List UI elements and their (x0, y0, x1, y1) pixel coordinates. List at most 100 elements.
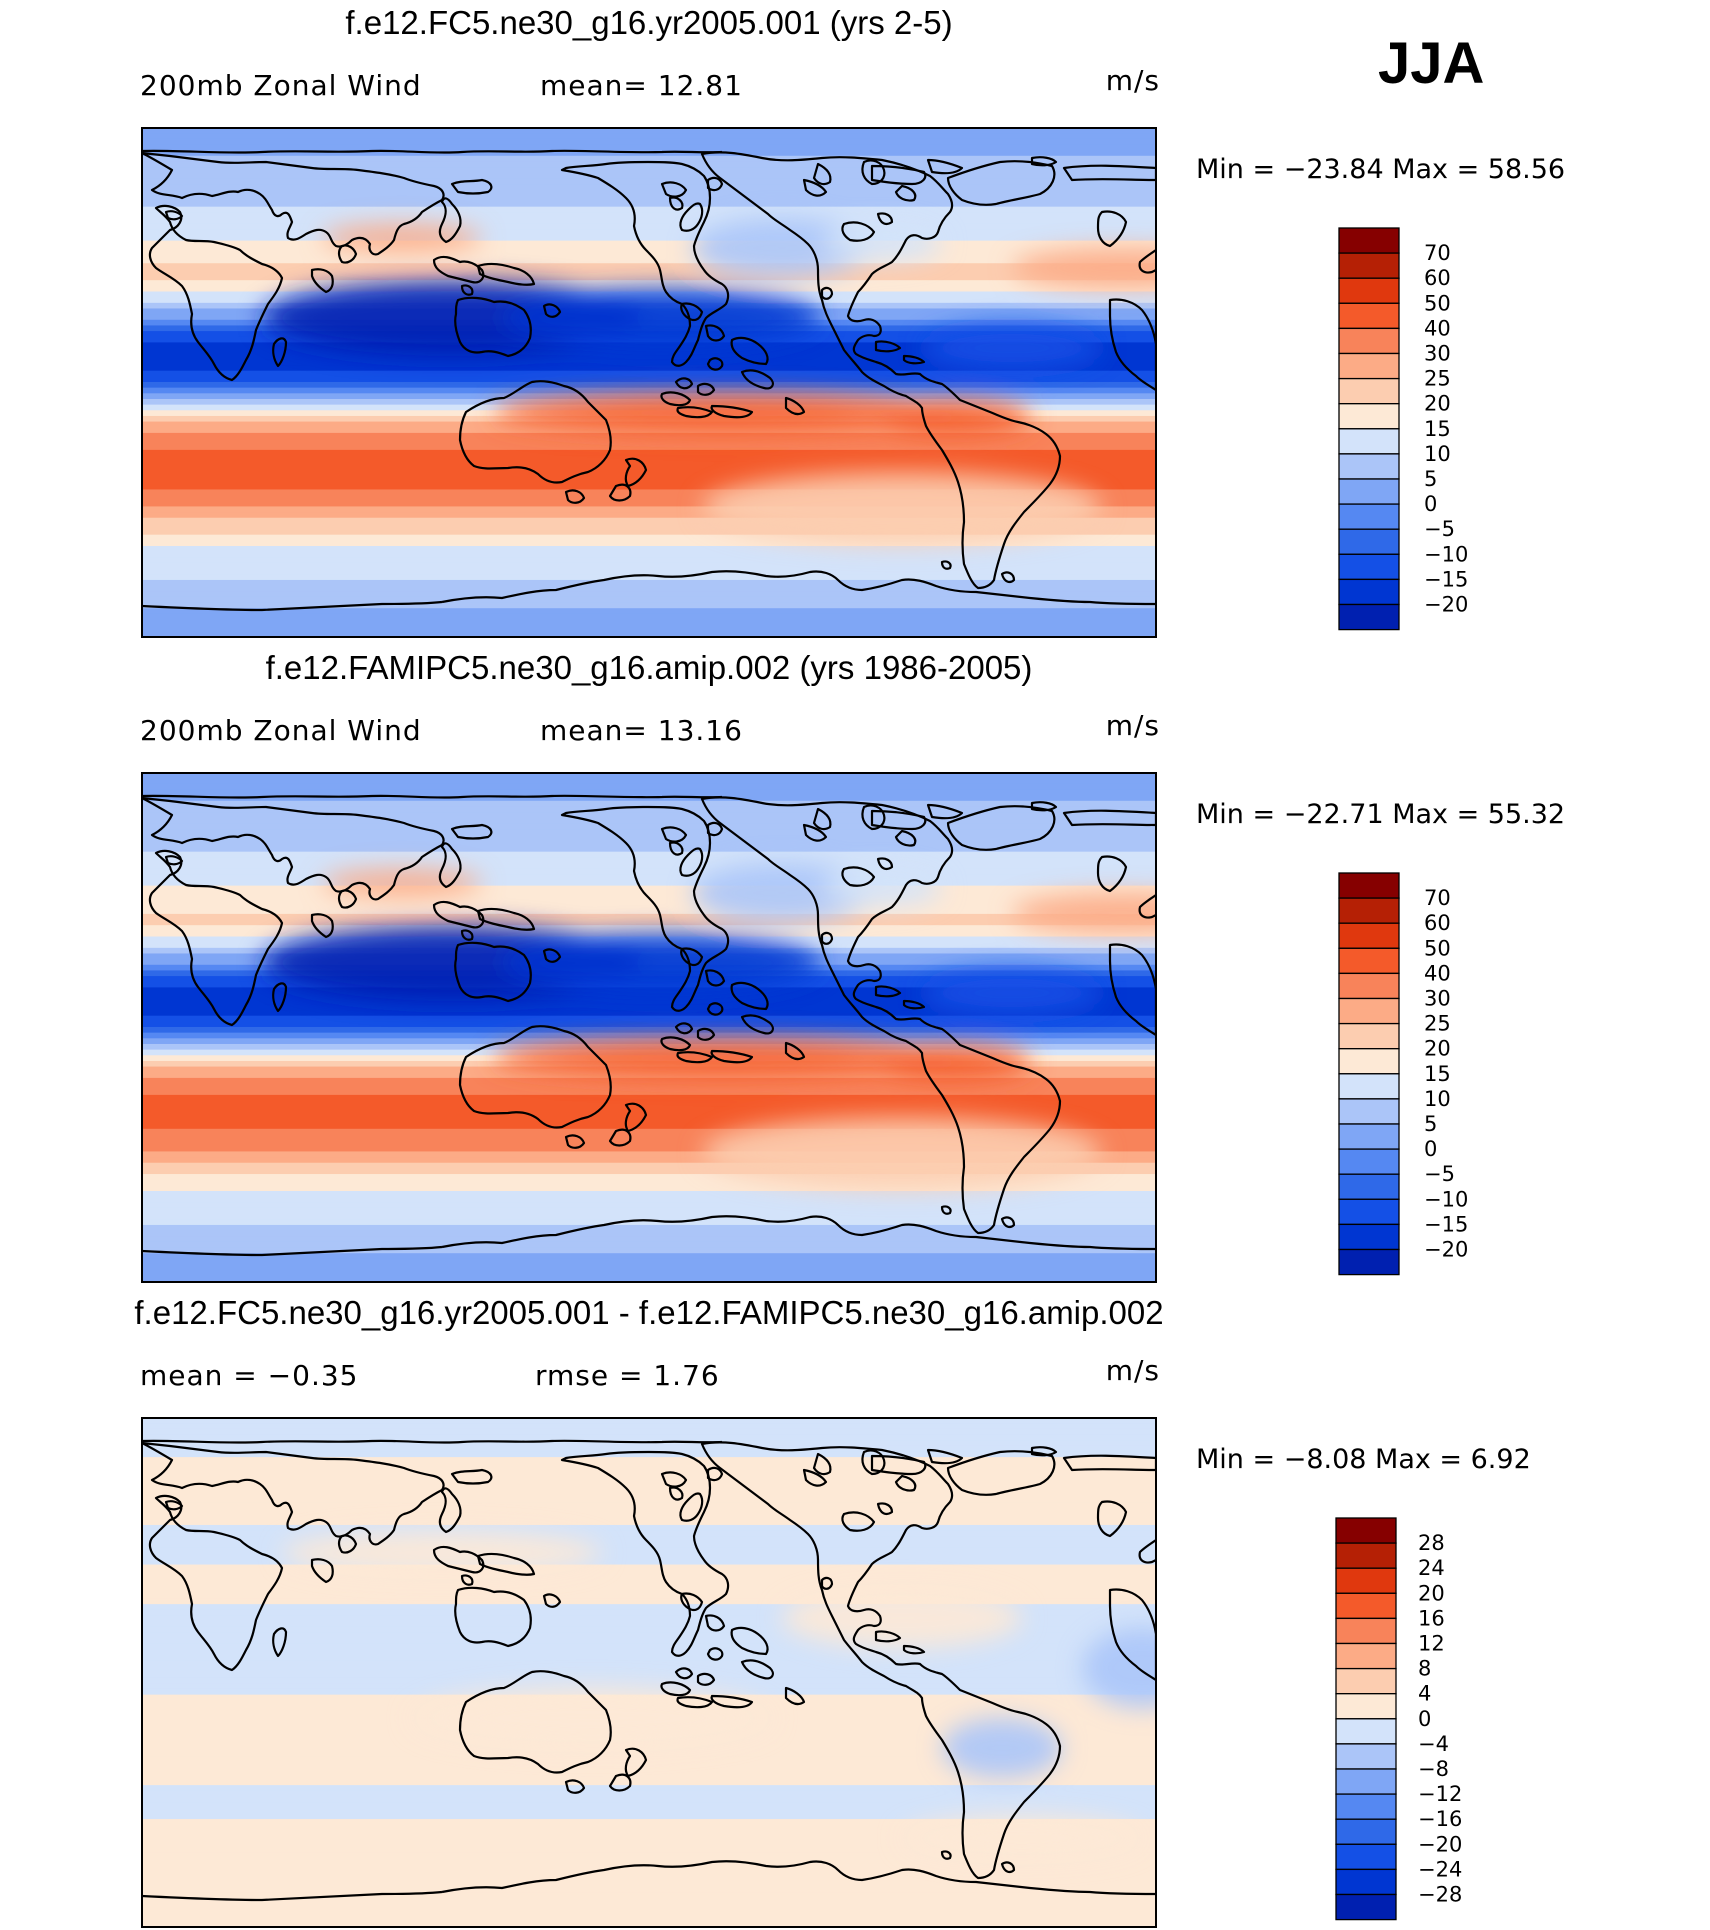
zonal-band (142, 1824, 1156, 1832)
field-feature (1012, 248, 1156, 288)
zonal-band (142, 551, 1156, 559)
zonal-band (142, 625, 1156, 632)
colorbar-cell (1338, 1198, 1400, 1226)
zonal-band (142, 602, 1156, 610)
zonal-band (142, 1213, 1156, 1221)
colorbar-tick-label: 5 (1424, 1112, 1437, 1136)
colorbar-cell (1338, 1022, 1400, 1050)
zonal-band (142, 778, 1156, 785)
zonal-band (142, 579, 1156, 587)
zonal-band (142, 189, 1156, 197)
zonal-band (142, 534, 1156, 542)
colorbar-tick-label: 70 (1424, 886, 1451, 910)
colorbar-tick-label: −10 (1424, 542, 1468, 566)
colorbar-cell (1338, 997, 1400, 1025)
colorbar-cell (1335, 1667, 1397, 1695)
colorbar-tick-label: 0 (1424, 1137, 1437, 1161)
zonal-band (142, 444, 1156, 451)
zonal-band (142, 608, 1156, 615)
field-feature (1082, 1628, 1156, 1708)
colorbar-cell (1335, 1567, 1397, 1594)
zonal-band (142, 1032, 1156, 1040)
zonal-band (142, 1168, 1156, 1176)
zonal-band (142, 217, 1156, 225)
zonal-band (142, 908, 1156, 915)
zonal-band (142, 1864, 1156, 1871)
zonal-band (142, 896, 1156, 904)
colorbar-cell (1338, 252, 1400, 279)
colorbar-tick-label: 8 (1418, 1657, 1431, 1681)
map-field (142, 773, 1156, 1282)
zonal-band (142, 1615, 1156, 1623)
colorbar-tick-label: 15 (1424, 1062, 1451, 1086)
colorbar-tick-label: −8 (1418, 1757, 1449, 1781)
zonal-band (142, 500, 1156, 508)
colorbar-tick-label: −10 (1424, 1187, 1468, 1211)
zonal-band (142, 150, 1156, 157)
panels: f.e12.FC5.ne30_g16.yr2005.001 (yrs 2-5) 2… (134, 4, 1565, 1928)
zonal-band (142, 1519, 1156, 1526)
zonal-band (142, 783, 1156, 791)
zonal-band (142, 1236, 1156, 1243)
zonal-band (142, 1773, 1156, 1781)
colorbar-tick-label: 12 (1418, 1632, 1445, 1656)
colorbar-tick-label: 60 (1424, 911, 1451, 935)
zonal-band (142, 348, 1156, 355)
zonal-band (142, 1638, 1156, 1645)
zonal-band (142, 365, 1156, 372)
colorbar-tick-label: −4 (1418, 1732, 1449, 1756)
zonal-band (142, 925, 1156, 932)
zonal-band (142, 1672, 1156, 1679)
zonal-band (142, 540, 1156, 548)
field-feature (502, 288, 822, 348)
zonal-band (142, 817, 1156, 825)
zonal-band (142, 1134, 1156, 1142)
zonal-band (142, 195, 1156, 203)
zonal-band (142, 1502, 1156, 1509)
zonal-band (142, 1462, 1156, 1470)
zonal-band (142, 201, 1156, 208)
colorbar-cell (1335, 1617, 1397, 1645)
zonal-band (142, 1790, 1156, 1798)
zonal-band (142, 1123, 1156, 1130)
zonal-band (142, 1219, 1156, 1226)
zonal-band (142, 1581, 1156, 1589)
colorbar-tick-label: −24 (1418, 1857, 1462, 1881)
zonal-band (142, 1485, 1156, 1493)
zonal-band (142, 1541, 1156, 1549)
colorbar-tick-label: −16 (1418, 1807, 1462, 1831)
zonal-band (142, 172, 1156, 180)
colorbar-cell (1335, 1793, 1397, 1820)
zonal-band (142, 1185, 1156, 1193)
colorbar-cell (1338, 227, 1400, 254)
zonal-band (142, 1847, 1156, 1854)
colorbar-tick-label: −28 (1418, 1883, 1462, 1907)
zonal-band (142, 874, 1156, 881)
zonal-band (142, 161, 1156, 169)
colorbar-tick-label: 40 (1424, 961, 1451, 985)
zonal-band (142, 1157, 1156, 1164)
season-label: JJA (1378, 31, 1484, 96)
colorbar-tick-label: 25 (1424, 1012, 1451, 1036)
zonal-band (142, 795, 1156, 802)
zonal-band (142, 1524, 1156, 1532)
zonal-band (142, 274, 1156, 282)
colorbar-cell (1338, 377, 1400, 405)
zonal-band (142, 619, 1156, 627)
colorbar-cell (1338, 503, 1400, 530)
zonal-band (142, 1903, 1156, 1911)
zonal-band (142, 591, 1156, 598)
zonal-band (142, 1094, 1156, 1102)
zonal-band (142, 387, 1156, 395)
panel-title: f.e12.FAMIPC5.ne30_g16.amip.002 (yrs 198… (266, 649, 1033, 686)
zonal-band (142, 206, 1156, 214)
colorbar-tick-label: 50 (1424, 291, 1451, 315)
zonal-band (142, 1909, 1156, 1917)
zonal-band (142, 1677, 1156, 1685)
colorbar-cell (1338, 277, 1400, 304)
zonal-band (142, 455, 1156, 463)
zonal-band (142, 472, 1156, 480)
zonal-band (142, 1841, 1156, 1849)
